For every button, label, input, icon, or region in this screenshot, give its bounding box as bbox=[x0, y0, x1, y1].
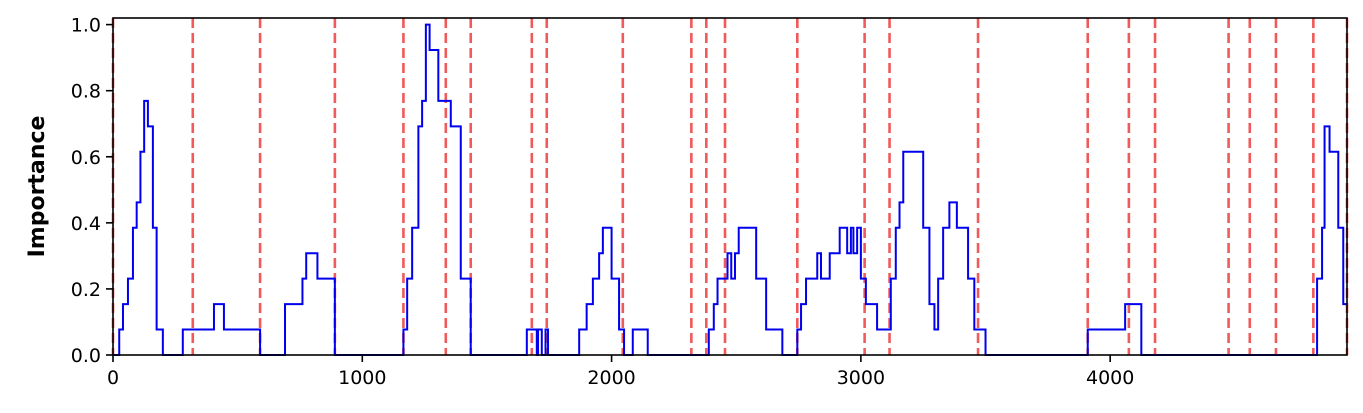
y-axis-title: Importance bbox=[25, 116, 50, 258]
series-line-0 bbox=[113, 23, 1347, 356]
y-tick-label: 0.4 bbox=[71, 213, 101, 235]
series-layer bbox=[113, 23, 1347, 356]
plot-frame bbox=[112, 17, 1348, 356]
x-tick-label: 4000 bbox=[1086, 367, 1134, 389]
y-tick-label: 0.2 bbox=[71, 279, 101, 301]
y-tick-label: 1.0 bbox=[71, 15, 101, 37]
x-tick-label: 2000 bbox=[587, 367, 635, 389]
x-axis: 0 1000 2000 3000 4000 bbox=[107, 355, 1134, 389]
x-tick-label: 1000 bbox=[338, 367, 386, 389]
y-tick-label: 0.0 bbox=[71, 345, 101, 367]
x-tick-label: 3000 bbox=[837, 367, 885, 389]
y-tick-label: 0.6 bbox=[71, 147, 101, 169]
x-tick-label: 0 bbox=[107, 367, 119, 389]
y-axis: 0.0 0.2 0.4 0.6 0.8 1.0 bbox=[71, 15, 113, 367]
vertical-markers bbox=[111, 18, 1349, 355]
y-tick-label: 0.8 bbox=[71, 81, 101, 103]
